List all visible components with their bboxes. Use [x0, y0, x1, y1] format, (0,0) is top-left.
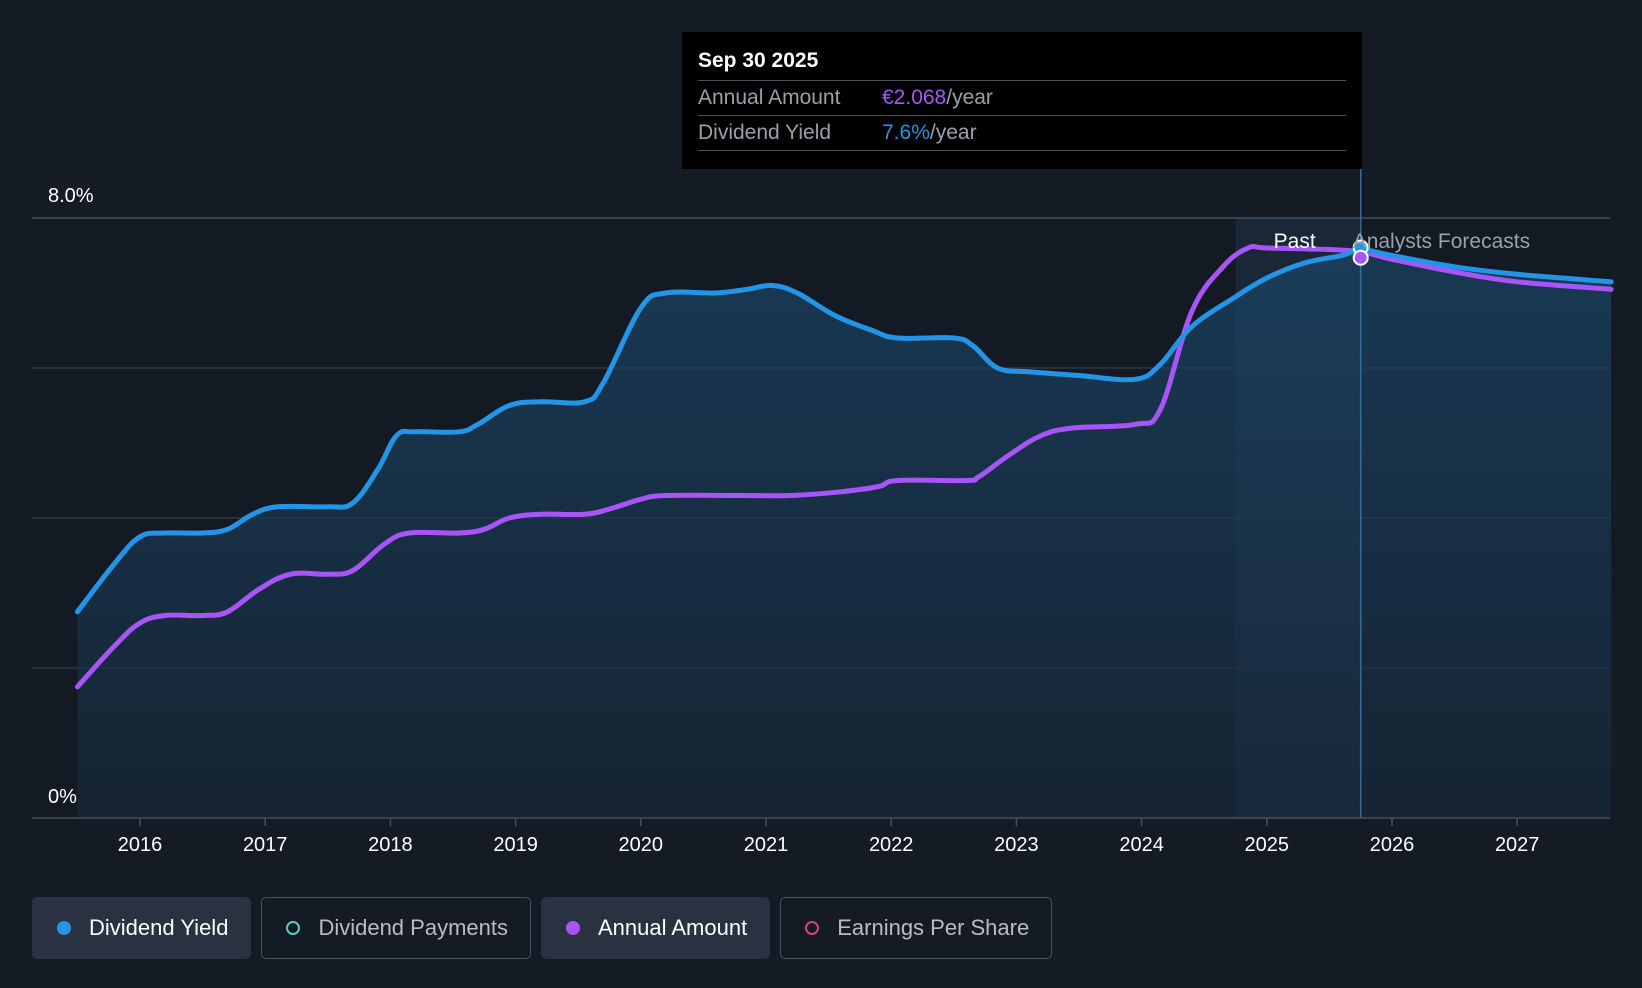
legend-dividend-payments-label: Dividend Payments [318, 915, 508, 940]
x-tick-label: 2019 [493, 834, 538, 856]
legend-annual-amount-label: Annual Amount [597, 915, 748, 940]
legend-annual-amount-dot [565, 921, 580, 935]
x-tick-label: 2021 [744, 834, 789, 856]
x-tick-label: 2016 [118, 834, 163, 856]
dividend-yield-area [77, 249, 1612, 818]
legend-annual-amount[interactable]: Annual Amount [540, 897, 771, 959]
tooltip-annual-row: Annual Amount €2.068 /year [698, 81, 1346, 116]
annual-amount-line [74, 243, 1614, 690]
tooltip-annual-label: Annual Amount [698, 86, 841, 109]
y-tick-label: 0% [48, 786, 77, 808]
tooltip-yield-row: Dividend Yield 7.6% /year [698, 116, 1346, 151]
tooltip-annual-value: €2.068 [882, 86, 947, 109]
annual-amount-marker [1352, 249, 1369, 266]
tooltip-date: Sep 30 2025 [698, 46, 1346, 81]
tooltip-yield-label: Dividend Yield [698, 121, 832, 144]
legend-earnings-per-share-label: Earnings Per Share [837, 915, 1030, 940]
dividend-yield-line [74, 247, 1614, 615]
tooltip-yield-unit: /year [929, 121, 977, 144]
x-tick-label: 2020 [619, 834, 664, 856]
past-label: Past [1274, 230, 1316, 253]
legend-dividend-yield-dot [57, 921, 71, 935]
legend-dividend-payments[interactable]: Dividend Payments [261, 897, 531, 959]
legend-dividend-yield-label: Dividend Yield [89, 915, 229, 940]
legend-dividend-yield[interactable]: Dividend Yield [32, 897, 252, 959]
tooltip: Sep 30 2025 Annual Amount €2.068 /year D… [682, 32, 1362, 169]
legend-dividend-payments-dot [286, 921, 301, 935]
x-tick-label: 2018 [368, 834, 413, 856]
legend-earnings-per-share[interactable]: Earnings Per Share [780, 897, 1053, 959]
x-tick-label: 2025 [1245, 834, 1290, 856]
x-tick-label: 2024 [1119, 834, 1164, 856]
legend: Dividend Yield Dividend Payments Annual … [32, 897, 1062, 959]
x-tick-label: 2026 [1370, 834, 1415, 856]
y-tick-label: 8.0% [48, 185, 94, 207]
legend-earnings-per-share-dot [805, 921, 820, 935]
tooltip-yield-value: 7.6% [882, 121, 930, 144]
tooltip-annual-unit: /year [946, 86, 993, 109]
forecast-label: Analysts Forecasts [1353, 230, 1530, 253]
x-tick-label: 2022 [869, 834, 914, 856]
x-tick-label: 2027 [1495, 834, 1540, 856]
x-tick-label: 2017 [243, 834, 288, 856]
x-tick-label: 2023 [994, 834, 1039, 856]
